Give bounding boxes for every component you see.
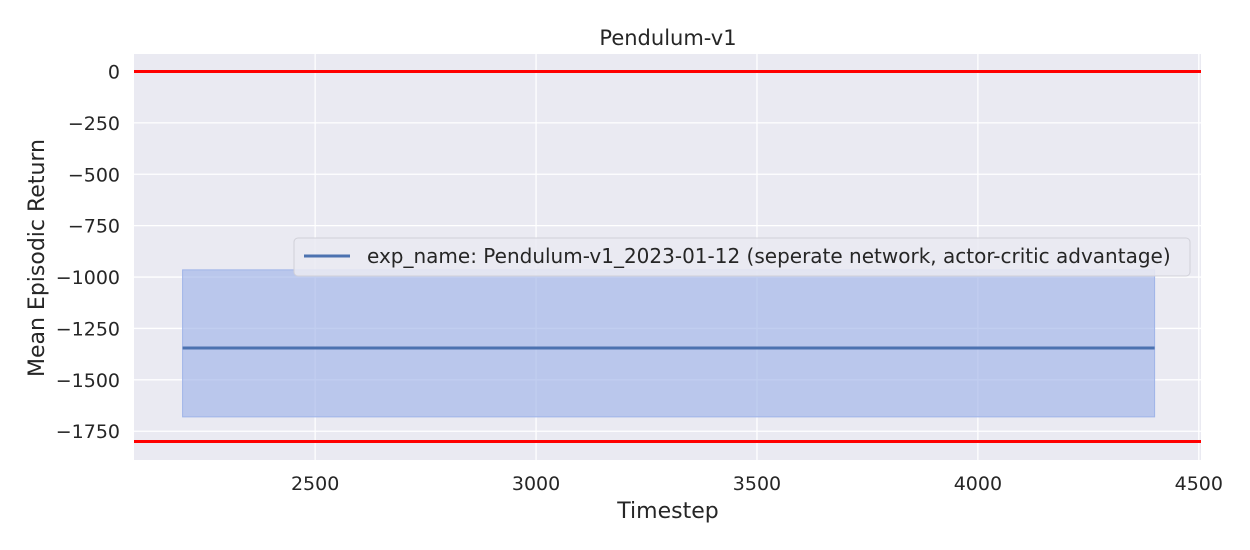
x-axis-label: Timestep	[616, 499, 718, 524]
chart-title: Pendulum-v1	[599, 26, 736, 50]
reference-lines-layer	[134, 69, 1201, 443]
y-tick-label: −1500	[56, 370, 120, 392]
y-tick-label: −500	[68, 164, 120, 186]
y-tick-label: −1750	[56, 421, 120, 443]
confidence-band-layer	[182, 269, 1156, 418]
y-tick-label: −1000	[56, 267, 120, 289]
legend: exp_name: Pendulum-v1_2023-01-12 (sepera…	[293, 237, 1191, 277]
x-tick-label: 3000	[512, 473, 560, 495]
y-axis-label: Mean Episodic Return	[25, 139, 50, 377]
x-tick-label: 4500	[1175, 473, 1223, 495]
y-tick-label: 0	[108, 61, 120, 83]
confidence-band	[182, 269, 1156, 418]
x-tick-label: 2500	[291, 473, 339, 495]
y-tick-label: −750	[68, 216, 120, 238]
legend-box	[293, 237, 1191, 277]
x-tick-labels: 2500 3000 3500 4000 4500	[291, 473, 1223, 495]
y-tick-label: −1250	[56, 318, 120, 340]
y-tick-labels: 0 −250 −500 −750 −1000 −1250 −1500 −1750	[56, 61, 120, 443]
legend-label: exp_name: Pendulum-v1_2023-01-12 (sepera…	[367, 244, 1171, 268]
y-tick-label: −250	[68, 113, 120, 135]
x-tick-label: 3500	[733, 473, 781, 495]
x-tick-label: 4000	[954, 473, 1002, 495]
